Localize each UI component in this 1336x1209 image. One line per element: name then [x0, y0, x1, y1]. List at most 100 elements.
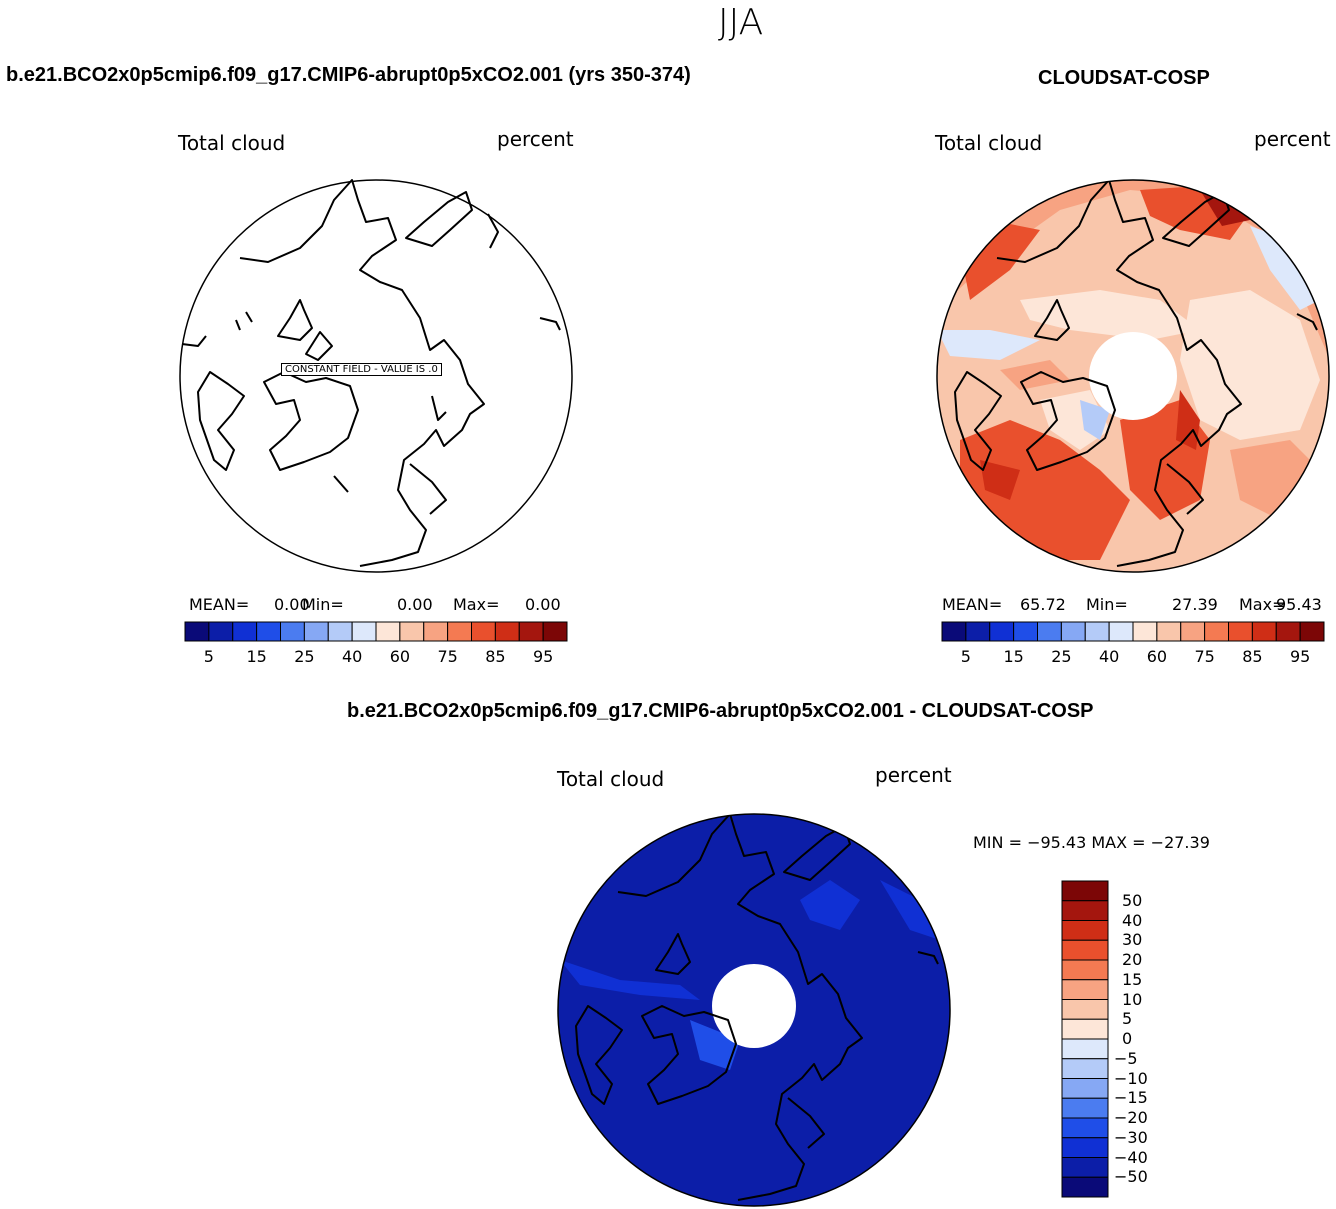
model-colorbar-swatch	[447, 621, 472, 642]
diff-colorbar-tick-label: −30	[1114, 1127, 1148, 1147]
obs-colorbar-swatch	[1013, 621, 1038, 642]
obs-colorbar-tick-label: 25	[1051, 647, 1072, 666]
model-colorbar-swatch	[518, 621, 544, 642]
diff-colorbar-tick-label: 20	[1122, 950, 1143, 969]
model-colorbar-swatch	[494, 621, 520, 642]
obs-colorbar-tick-label: 95	[1289, 647, 1311, 666]
model-colorbar-swatch	[184, 621, 210, 642]
obs-max-label: Max=	[1239, 595, 1286, 614]
model-colorbar-tick-label: 85	[485, 647, 506, 666]
diff-colorbar-swatch	[1061, 1137, 1109, 1158]
diff-colorbar-swatch	[1061, 939, 1109, 961]
diff-units-label: percent	[875, 763, 952, 787]
diff-variable-label: Total cloud	[557, 767, 665, 791]
diff-colorbar	[1061, 880, 1109, 1198]
obs-colorbar-swatch	[1037, 621, 1062, 642]
model-max-label: Max=	[453, 595, 500, 614]
model-max-value: 0.00	[525, 595, 561, 614]
diff-polar-map	[557, 813, 951, 1207]
diff-colorbar-tick-label: 40	[1122, 910, 1143, 930]
model-case-title: b.e21.BCO2x0p5cmip6.f09_g17.CMIP6-abrupt…	[6, 64, 691, 86]
model-colorbar-swatch	[471, 621, 496, 642]
model-variable-label: Total cloud	[178, 131, 286, 155]
diff-colorbar-swatch	[1061, 959, 1109, 981]
diff-colorbar-swatch	[1061, 999, 1109, 1020]
obs-colorbar-swatch	[989, 621, 1015, 642]
model-polar-map	[179, 179, 573, 573]
obs-colorbar-swatch	[965, 621, 991, 642]
obs-colorbar-swatch	[1251, 621, 1277, 642]
model-min-value: 0.00	[397, 595, 433, 614]
diff-colorbar-tick-label: −10	[1114, 1068, 1148, 1088]
diff-colorbar-swatch	[1061, 1117, 1109, 1139]
model-colorbar-swatch	[375, 621, 401, 642]
obs-min-label: Min=	[1086, 595, 1128, 614]
obs-colorbar-swatch	[1156, 621, 1182, 642]
diff-colorbar-swatch	[1061, 900, 1109, 921]
diff-colorbar-tick-label: −5	[1114, 1048, 1138, 1068]
model-colorbar-tick-label: 15	[246, 647, 267, 666]
obs-colorbar-swatch	[1132, 621, 1158, 642]
diff-colorbar-swatch	[1061, 1097, 1109, 1119]
model-colorbar-tick-label: 40	[341, 647, 363, 666]
diff-minmax-text: MIN = −95.43 MAX = −27.39	[973, 833, 1210, 852]
model-mean-value: 0.00	[274, 595, 310, 614]
model-colorbar-swatch	[327, 621, 353, 642]
diff-colorbar-tick-label: −15	[1114, 1088, 1148, 1108]
obs-colorbar-tick-label: 75	[1194, 647, 1215, 666]
diff-colorbar-swatch	[1061, 1078, 1109, 1099]
model-units-label: percent	[497, 127, 574, 151]
diff-colorbar-swatch	[1061, 880, 1109, 902]
obs-min-value: 27.39	[1172, 595, 1218, 614]
diff-colorbar-tick-label: 10	[1122, 989, 1143, 1009]
obs-colorbar-tick-label: 40	[1098, 647, 1120, 666]
obs-colorbar-swatch	[1228, 621, 1253, 642]
model-colorbar-swatch	[256, 621, 281, 642]
model-colorbar-tick-label: 60	[389, 647, 411, 666]
diff-colorbar-swatch	[1061, 979, 1109, 1000]
diff-colorbar-tick-label: 30	[1122, 930, 1143, 950]
constant-field-label: CONSTANT FIELD - VALUE IS .0	[281, 363, 442, 376]
model-colorbar-tick-label: 5	[203, 647, 214, 666]
obs-colorbar-swatch	[1275, 621, 1301, 642]
obs-colorbar-swatch	[1108, 621, 1134, 642]
model-colorbar-swatch	[423, 621, 449, 642]
diff-colorbar-tick-label: −50	[1114, 1167, 1148, 1187]
model-colorbar-tick-label: 75	[437, 647, 458, 666]
obs-case-title: CLOUDSAT-COSP	[1038, 67, 1210, 89]
diff-colorbar-tick-label: −40	[1114, 1147, 1148, 1167]
model-colorbar-swatch	[542, 621, 568, 642]
model-colorbar-swatch	[303, 621, 329, 642]
diff-colorbar-tick-label: −20	[1114, 1108, 1148, 1127]
diff-case-title: b.e21.BCO2x0p5cmip6.f09_g17.CMIP6-abrupt…	[347, 700, 1094, 722]
model-colorbar-swatch	[351, 621, 377, 642]
model-colorbar-swatch	[232, 621, 258, 642]
model-colorbar-tick-label: 95	[532, 647, 554, 666]
diff-colorbar-tick-label: 50	[1122, 890, 1143, 910]
obs-colorbar-swatch	[1084, 621, 1110, 642]
obs-colorbar-swatch	[1299, 621, 1325, 642]
model-colorbar-tick-label: 25	[294, 647, 315, 666]
model-colorbar	[184, 621, 568, 642]
model-mean-label: MEAN=	[189, 595, 250, 614]
obs-colorbar-swatch	[1060, 621, 1086, 642]
obs-colorbar-tick-label: 60	[1146, 647, 1168, 666]
diff-colorbar-swatch	[1061, 1176, 1109, 1198]
obs-colorbar-swatch	[1204, 621, 1229, 642]
obs-variable-label: Total cloud	[935, 131, 1043, 155]
obs-colorbar-swatch	[941, 621, 967, 642]
diff-colorbar-tick-label: 5	[1122, 1009, 1133, 1029]
diff-colorbar-swatch	[1061, 1157, 1109, 1178]
diff-colorbar-tick-label: 0	[1122, 1029, 1133, 1048]
obs-colorbar-swatch	[1180, 621, 1206, 642]
obs-mean-label: MEAN=	[942, 595, 1003, 614]
obs-colorbar-tick-label: 15	[1003, 647, 1024, 666]
model-colorbar-swatch	[399, 621, 425, 642]
obs-polar-map	[936, 179, 1330, 573]
obs-mean-value: 65.72	[1020, 595, 1066, 614]
model-min-label: Min=	[302, 595, 344, 614]
obs-max-value: 95.43	[1276, 595, 1322, 614]
obs-colorbar	[941, 621, 1325, 642]
diff-colorbar-swatch	[1061, 1018, 1109, 1040]
